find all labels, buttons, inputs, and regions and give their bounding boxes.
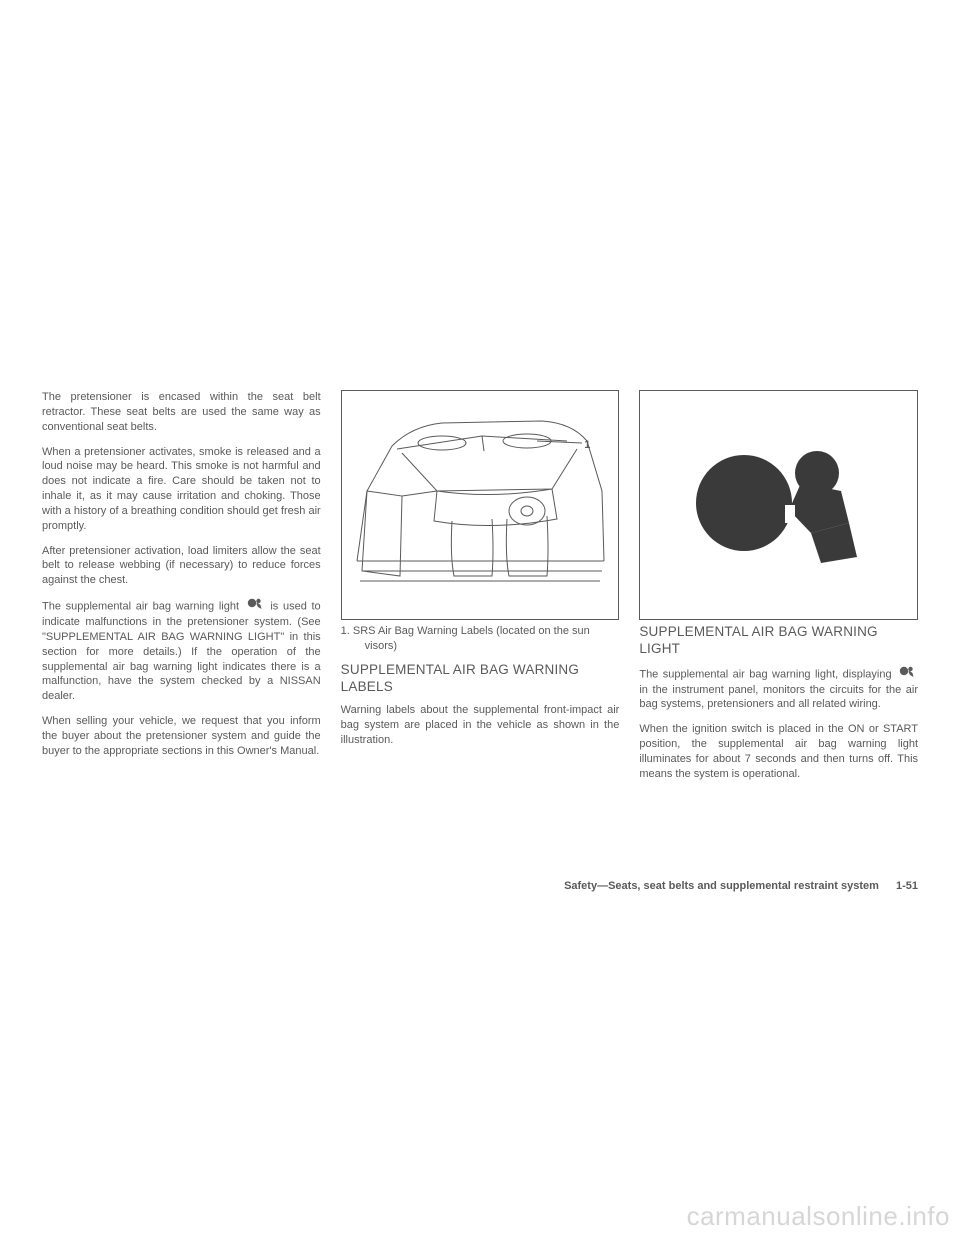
column-3: LRS0100 SUPPLEMENTAL AIR BAG WARNING LIG… <box>639 390 918 792</box>
para-warning-light-b: is used to indicate malfunctions in the … <box>42 600 321 702</box>
car-line-drawing <box>342 391 620 619</box>
heading-warning-light: SUPPLEMENTAL AIR BAG WARNING LIGHT <box>639 624 918 658</box>
para-pretensioner-encased: The pretensioner is encased within the s… <box>42 390 321 435</box>
illustration-car-interior: 1 WRS0895 <box>341 390 620 620</box>
para-warning-labels: Warning labels about the supplemental fr… <box>341 703 620 748</box>
three-columns: The pretensioner is encased within the s… <box>42 390 918 792</box>
para-warning-light-display: The supplemental air bag warning light, … <box>639 666 918 713</box>
page-number: 1-51 <box>896 880 918 892</box>
page-footer: Safety—Seats, seat belts and supplementa… <box>42 880 918 892</box>
watermark: carmanualsonline.info <box>687 1201 950 1232</box>
para-ignition-switch: When the ignition switch is placed in th… <box>639 722 918 781</box>
list-item-srs-label: 1. SRS Air Bag Warning Labels (located o… <box>341 624 620 654</box>
callout-label-1: 1 <box>584 439 590 451</box>
footer-section-title: Safety—Seats, seat belts and supplementa… <box>564 880 879 892</box>
para-load-limiters: After pretensioner activation, load limi… <box>42 544 321 589</box>
para-selling-vehicle: When selling your vehicle, we request th… <box>42 714 321 759</box>
airbag-icon <box>247 598 263 615</box>
para-pretensioner-smoke: When a pretensioner activates, smoke is … <box>42 445 321 534</box>
para-warning-light-display-b: in the instrument panel, monitors the ci… <box>639 684 918 711</box>
para-warning-light-a: The supplemental air bag warning light <box>42 600 239 612</box>
heading-warning-labels: SUPPLEMENTAL AIR BAG WARNING LABELS <box>341 662 620 696</box>
para-warning-light-display-a: The supplemental air bag warning light, … <box>639 668 891 680</box>
airbag-pictogram <box>689 435 869 575</box>
para-warning-light-malfunction: The supplemental air bag warning light i… <box>42 598 321 704</box>
column-2: 1 WRS0895 1. SRS Air Bag Warning Labels … <box>341 390 620 792</box>
illustration-airbag-icon: LRS0100 <box>639 390 918 620</box>
column-1: The pretensioner is encased within the s… <box>42 390 321 792</box>
airbag-icon <box>899 666 915 683</box>
page-content: The pretensioner is encased within the s… <box>42 390 918 792</box>
